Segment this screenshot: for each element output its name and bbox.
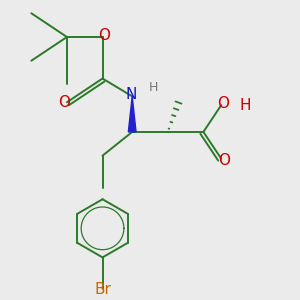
Text: Br: Br: [94, 282, 111, 297]
Text: O: O: [218, 153, 230, 168]
Text: O: O: [58, 95, 70, 110]
Text: O: O: [217, 96, 229, 111]
Text: O: O: [98, 28, 110, 43]
Text: N: N: [125, 87, 136, 102]
Text: H: H: [148, 81, 158, 94]
Text: H: H: [239, 98, 251, 113]
Polygon shape: [128, 96, 136, 132]
